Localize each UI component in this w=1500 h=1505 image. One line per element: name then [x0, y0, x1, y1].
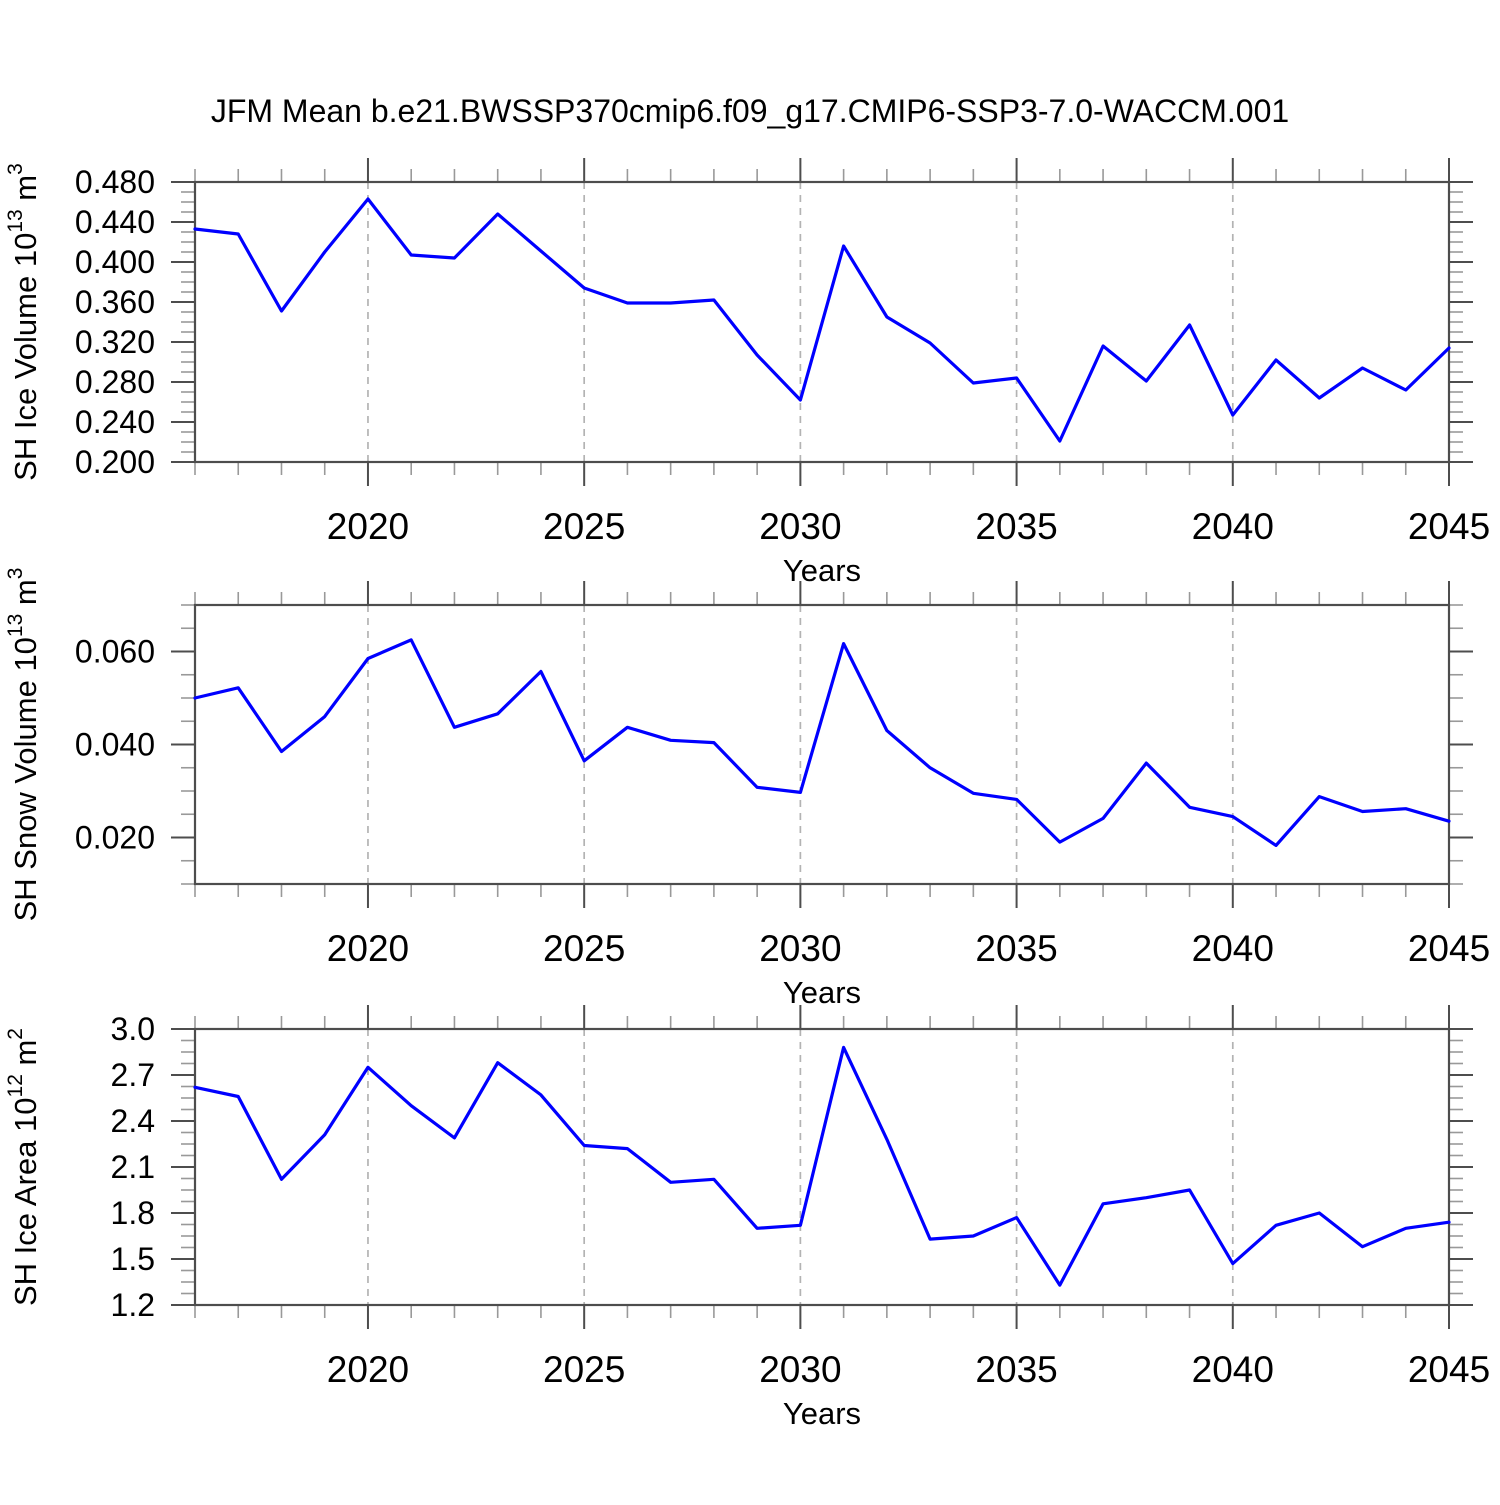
- x-axis-title: Years: [783, 1396, 861, 1431]
- x-tick-label: 2020: [327, 506, 409, 547]
- x-tick-label: 2030: [759, 506, 841, 547]
- y-tick-label: 0.200: [75, 444, 155, 480]
- plot-frame: [193, 603, 1451, 886]
- x-tick-label: 2040: [1192, 506, 1274, 547]
- y-tick-label: 2.1: [111, 1149, 155, 1185]
- y-tick-label: 1.8: [111, 1195, 155, 1231]
- x-tick-label: 2045: [1408, 1349, 1490, 1390]
- x-tick-label: 2045: [1408, 506, 1490, 547]
- panel-sh-snow-volume: 0.020 0.040 0.060 2020 2025 2030 2035 2040 2045 Y…: [4, 568, 1490, 1010]
- y-tick-label: 0.440: [75, 204, 155, 240]
- y-tick-label: 2.7: [111, 1057, 155, 1093]
- series-line: [193, 1045, 1451, 1287]
- y-tick-label: 0.480: [75, 164, 155, 200]
- y-axis-title: SH Ice Volume 1013 m3: [4, 163, 43, 481]
- y-tick-label: 0.400: [75, 244, 155, 280]
- series-line: [193, 197, 1451, 443]
- x-tick-label: 2035: [975, 506, 1057, 547]
- y-tick-label: 0.360: [75, 284, 155, 320]
- panel-sh-ice-volume: 0.200 0.240 0.280 0.320 0.360 0.400 0.440 0.480…: [4, 158, 1490, 588]
- x-axis-title: Years: [783, 975, 861, 1010]
- x-tick-label: 2035: [975, 1349, 1057, 1390]
- chart-title: JFM Mean b.e21.BWSSP370cmip6.f09_g17.CMI…: [211, 93, 1289, 129]
- plot-frame: [193, 180, 1451, 464]
- x-tick-label: 2040: [1192, 1349, 1274, 1390]
- x-tick-label: 2020: [327, 928, 409, 969]
- x-tick-label: 2045: [1408, 928, 1490, 969]
- x-tick-label: 2040: [1192, 928, 1274, 969]
- y-tick-label: 2.4: [111, 1103, 155, 1139]
- y-tick-label: 0.320: [75, 324, 155, 360]
- plot-frame: [193, 1027, 1451, 1307]
- x-tick-label: 2025: [543, 1349, 625, 1390]
- y-tick-label: 1.2: [111, 1287, 155, 1323]
- x-tick-label: 2035: [975, 928, 1057, 969]
- y-axis-title: SH Ice Area 1012 m2: [4, 1028, 43, 1306]
- y-tick-label: 3.0: [111, 1011, 155, 1047]
- x-tick-label: 2030: [759, 1349, 841, 1390]
- panels-group: 0.200 0.240 0.280 0.320 0.360 0.400 0.440 0.480…: [4, 158, 1490, 1431]
- y-axis-title: SH Snow Volume 1013 m3: [4, 568, 43, 922]
- y-tick-label: 1.5: [111, 1241, 155, 1277]
- y-tick-label: 0.280: [75, 364, 155, 400]
- y-tick-label: 0.060: [75, 634, 155, 670]
- panel-sh-ice-area: 1.2 1.5 1.8 2.1 2.4 2.7 3.0 2020 2025 2030 2035 204…: [4, 1005, 1490, 1431]
- x-axis-title: Years: [783, 553, 861, 588]
- x-tick-label: 2030: [759, 928, 841, 969]
- x-tick-label: 2025: [543, 506, 625, 547]
- x-tick-label: 2020: [327, 1349, 409, 1390]
- y-tick-label: 0.040: [75, 727, 155, 763]
- y-tick-label: 0.240: [75, 404, 155, 440]
- series-line: [193, 638, 1451, 848]
- y-tick-label: 0.020: [75, 820, 155, 856]
- x-tick-label: 2025: [543, 928, 625, 969]
